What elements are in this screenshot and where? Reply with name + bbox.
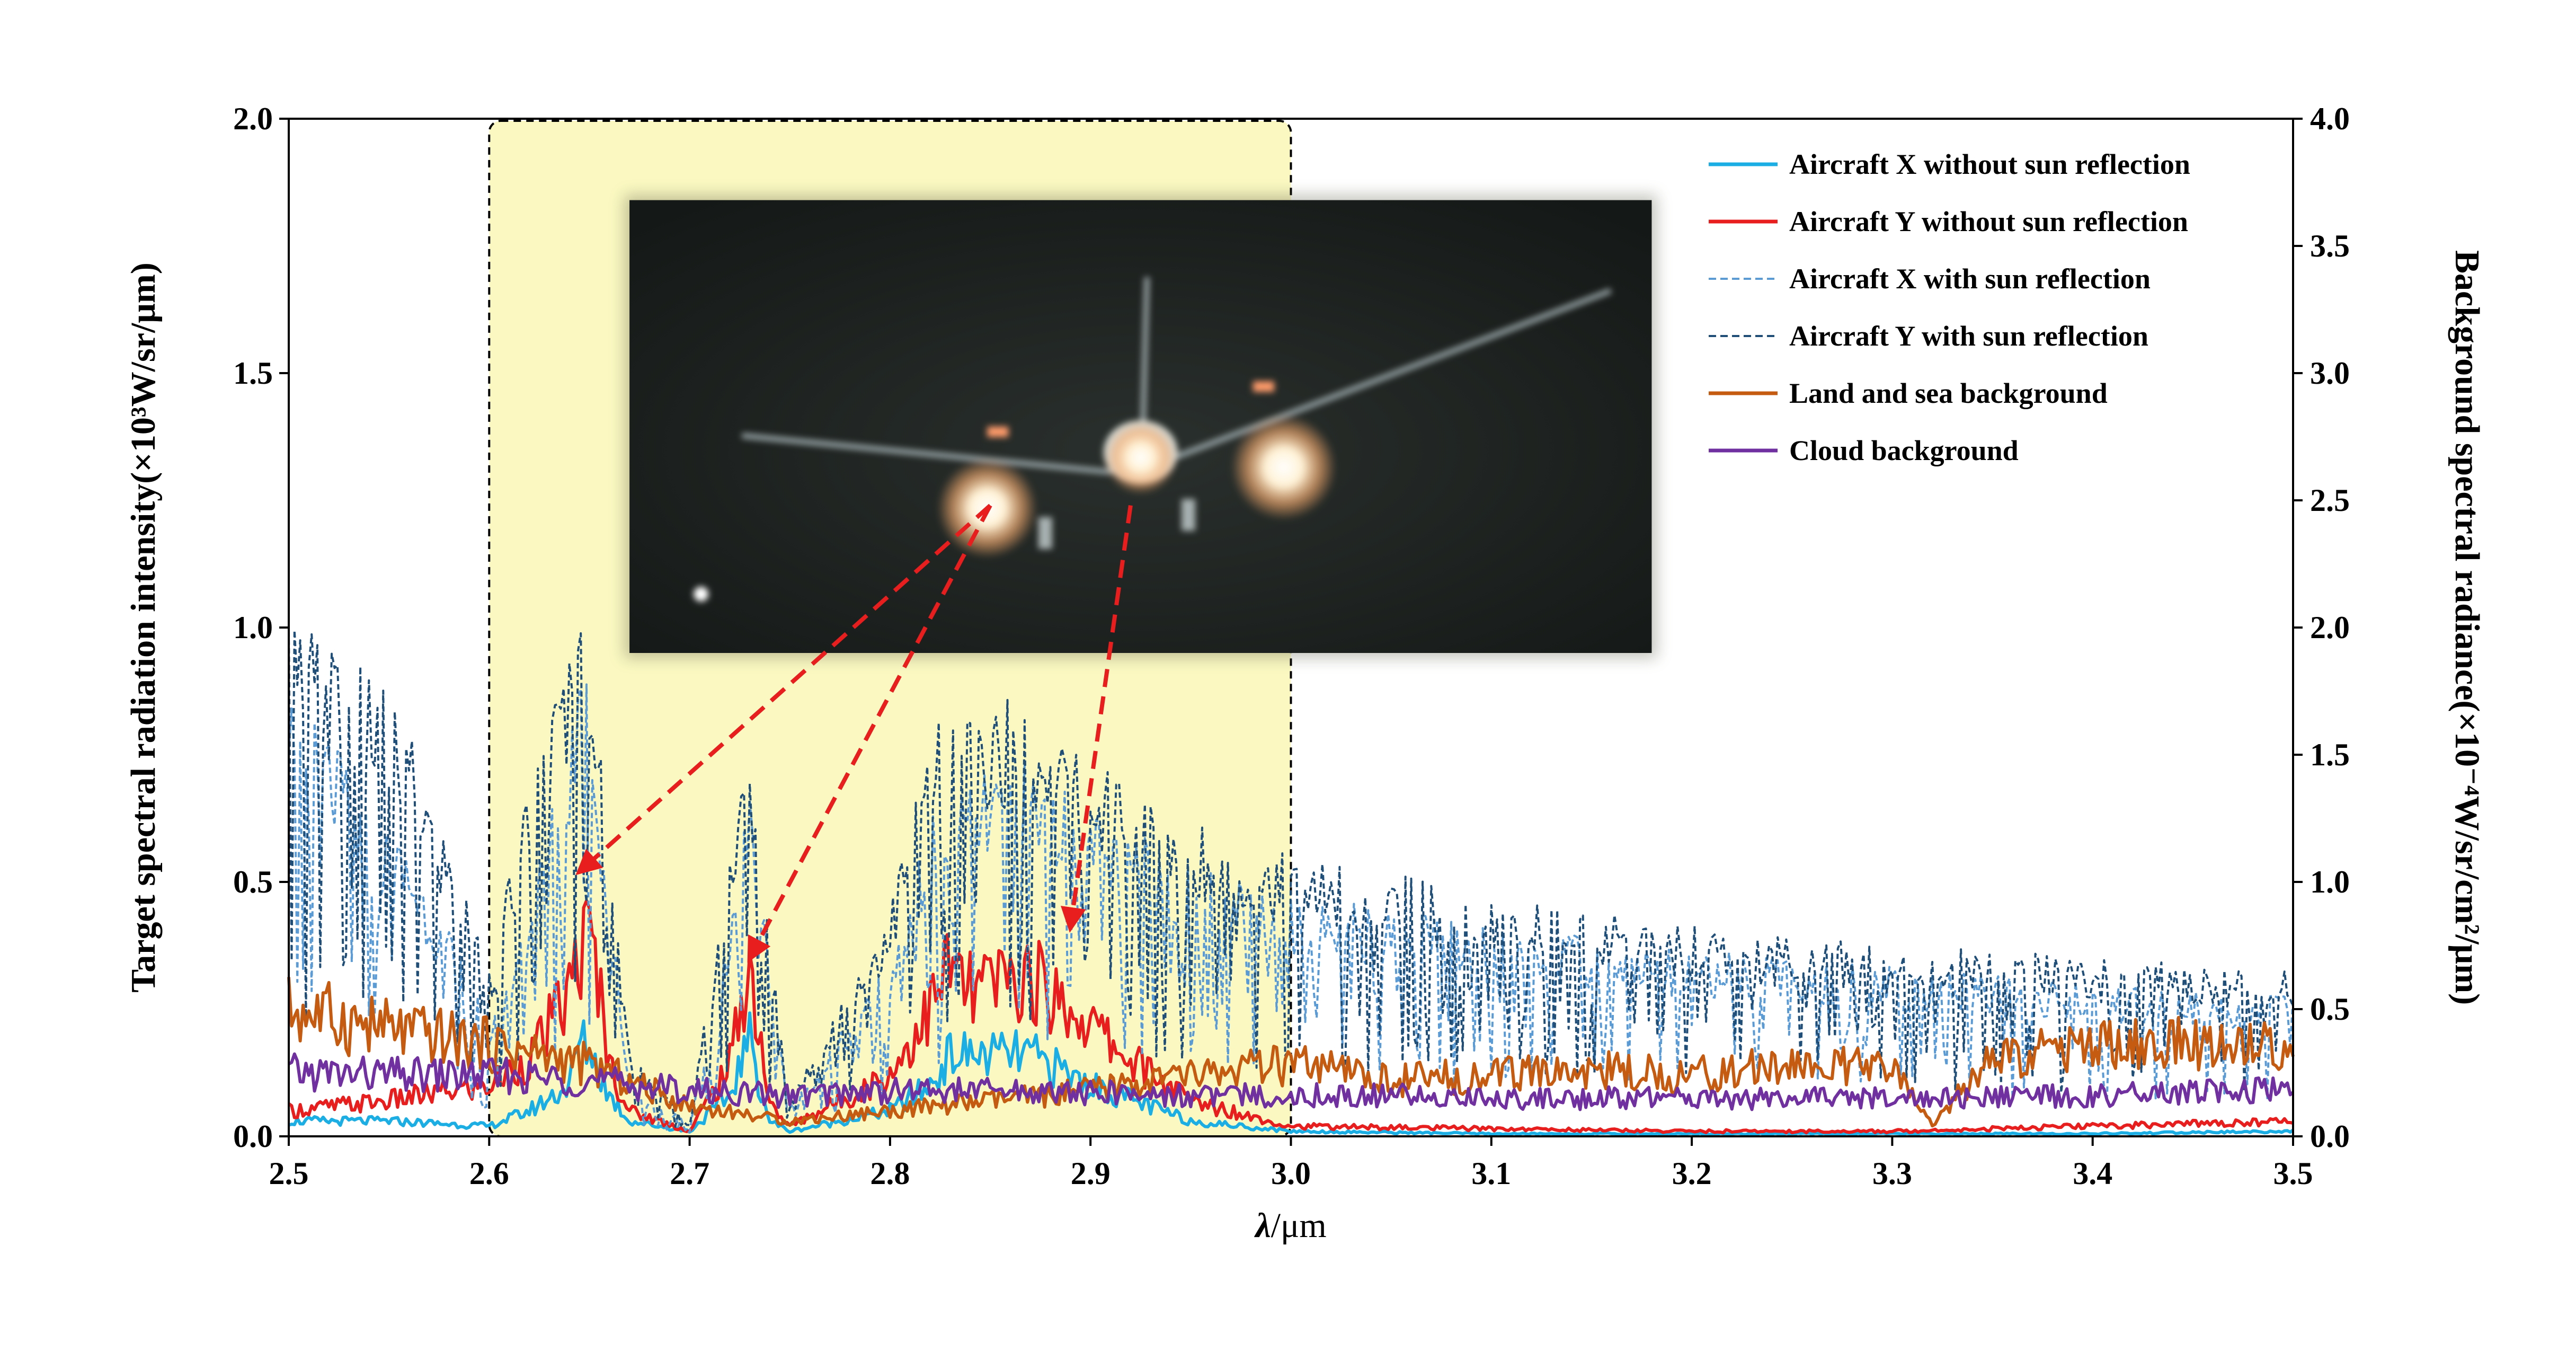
legend-label-5: Land and sea background [1789, 377, 2108, 409]
series-layer [287, 629, 2295, 1136]
y-right-tick-label: 3.5 [2310, 228, 2350, 263]
landing-gear-right [1181, 499, 1195, 531]
axes-layer: 2.5 2.6 2.7 2.8 2.9 3.0 3.1 3.2 3.3 3.4 3.50.00.51… [124, 101, 2486, 1245]
x-tick-label: 2.8 [870, 1156, 910, 1191]
annotation-arrow-2 [747, 504, 992, 963]
x-axis-title: λ/μm [1254, 1206, 1326, 1245]
x-tick-label: 3.0 [1271, 1156, 1311, 1191]
legend-label-4: Aircraft Y with sun reflection [1789, 320, 2148, 352]
x-axis-symbol: λ [1254, 1206, 1271, 1245]
series-line-4 [288, 629, 2294, 1128]
y-right-tick-label: 2.5 [2310, 483, 2350, 518]
y-left-tick-label: 2.0 [233, 101, 273, 136]
x-tick-label: 2.7 [670, 1156, 709, 1191]
y-right-axis-title: Background spectral radiance(×10⁻⁴W/sr/c… [2448, 250, 2486, 1005]
series-line-5 [287, 977, 2295, 1128]
y-right-tick-label: 0.5 [2310, 992, 2350, 1027]
legend-label-1: Aircraft X without sun reflection [1789, 148, 2190, 180]
landing-gear-left [1038, 517, 1052, 549]
x-tick-label: 3.3 [1872, 1156, 1912, 1191]
engine-glow-right [1230, 414, 1337, 520]
y-right-tick-label: 2.0 [2310, 610, 2350, 645]
legend: Aircraft X without sun reflection Aircraf… [1709, 148, 2190, 466]
y-left-tick-label: 0.5 [233, 864, 273, 899]
annotation-arrow-1 [575, 504, 992, 876]
series-line-2 [288, 899, 2294, 1135]
annotation-arrows [575, 504, 1133, 963]
ground-light [694, 586, 709, 602]
wing-light-right [1253, 381, 1275, 392]
wing-light-left [987, 426, 1009, 437]
y-right-tick-label: 0.0 [2310, 1119, 2350, 1154]
inset-photo [624, 195, 1657, 659]
x-axis-unit: /μm [1271, 1206, 1327, 1245]
series-line-6 [288, 1052, 2294, 1111]
legend-label-3: Aircraft X with sun reflection [1789, 263, 2151, 295]
x-tick-label: 3.1 [1471, 1156, 1511, 1191]
x-tick-label: 3.5 [2273, 1156, 2313, 1191]
y-left-tick-label: 0.0 [233, 1119, 273, 1154]
y-right-tick-label: 3.0 [2310, 356, 2350, 391]
y-left-axis-title: Target spectral radiation intensity(×10³… [124, 262, 163, 992]
y-right-tick-label: 1.0 [2310, 864, 2350, 899]
x-tick-label: 2.6 [469, 1156, 509, 1191]
y-left-tick-label: 1.0 [233, 610, 273, 645]
annotation-arrow-3 [1061, 505, 1133, 933]
aircraft-tail [1140, 277, 1150, 436]
x-tick-label: 2.5 [269, 1156, 309, 1191]
x-tick-label: 3.2 [1672, 1156, 1712, 1191]
legend-label-2: Aircraft Y without sun reflection [1789, 206, 2188, 237]
y-right-tick-label: 4.0 [2310, 101, 2350, 136]
y-left-tick-label: 1.5 [233, 356, 273, 391]
nose-glow [1103, 420, 1178, 495]
y-right-tick-label: 1.5 [2310, 737, 2350, 772]
series-line-1 [288, 1011, 2294, 1136]
x-tick-label: 2.9 [1071, 1156, 1111, 1191]
legend-label-6: Cloud background [1789, 435, 2019, 466]
x-tick-label: 3.4 [2073, 1156, 2112, 1191]
